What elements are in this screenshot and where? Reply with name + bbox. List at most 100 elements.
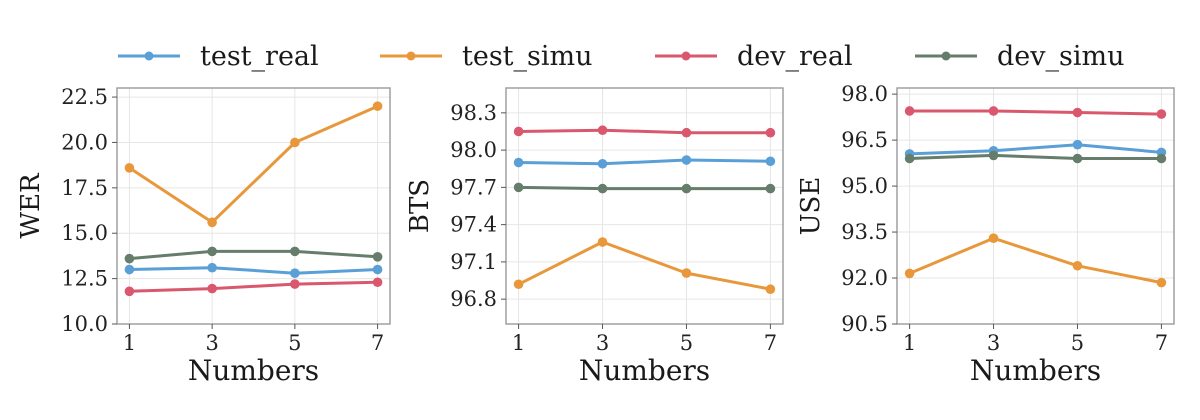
- data-point: [513, 182, 524, 193]
- data-point: [681, 127, 692, 138]
- series-test-real: [124, 262, 383, 278]
- legend-label: dev_real: [737, 41, 853, 72]
- data-point: [207, 262, 217, 273]
- legend-marker: [406, 51, 416, 61]
- series-test-simu: [904, 233, 1167, 288]
- legend: test_real test_simu dev_real dev_simu: [118, 41, 1125, 72]
- y-tick-label: 95.0: [841, 174, 888, 198]
- x-axis-label: Numbers: [579, 354, 710, 387]
- series-line: [517, 240, 771, 291]
- data-point: [765, 127, 776, 138]
- chart-panels: 10.0 12.5 15.0 17.5 20.0 22.5 1 3 5 7 Numbers WER 96…: [16, 82, 1175, 387]
- data-point: [597, 158, 608, 169]
- series-dev-real: [513, 125, 776, 138]
- data-point: [765, 284, 776, 295]
- series-line: [909, 153, 1162, 160]
- data-point: [207, 217, 217, 228]
- x-tick-label: 5: [1071, 331, 1084, 355]
- data-point: [597, 237, 608, 247]
- data-point: [290, 279, 300, 289]
- data-point: [904, 268, 915, 279]
- series-line: [909, 236, 1162, 285]
- legend-entry-dev-simu: dev_simu: [915, 41, 1125, 72]
- data-point: [1156, 153, 1167, 164]
- data-point: [597, 125, 608, 136]
- data-point: [597, 183, 608, 194]
- x-tick-label: 3: [205, 331, 218, 355]
- data-point: [988, 233, 999, 243]
- series-line: [129, 266, 378, 275]
- y-tick-label: 90.5: [841, 312, 888, 336]
- x-tick-label: 5: [680, 331, 693, 355]
- data-point: [988, 150, 999, 161]
- y-tick-label: 96.5: [841, 128, 888, 152]
- data-point: [904, 106, 915, 116]
- data-point: [207, 246, 217, 257]
- plot-frame: [116, 87, 391, 325]
- data-point: [1072, 153, 1083, 164]
- legend-marker: [144, 51, 154, 61]
- series-test-simu: [124, 101, 383, 228]
- data-point: [988, 106, 999, 116]
- y-tick-label: 98.0: [841, 82, 888, 106]
- y-tick-label: 22.5: [61, 85, 108, 109]
- y-axis-label: BTS: [405, 179, 435, 233]
- series-line: [909, 109, 1162, 116]
- y-tick-label: 10.0: [61, 312, 108, 336]
- y-tick-label: 93.5: [841, 220, 888, 244]
- data-point: [124, 264, 135, 275]
- data-point: [290, 137, 300, 148]
- data-point: [681, 268, 692, 278]
- legend-label: test_real: [200, 41, 319, 72]
- data-point: [765, 183, 776, 194]
- y-axis-label: USE: [796, 177, 826, 236]
- y-tick-label: 97.1: [450, 250, 497, 274]
- y-tick-label: 98.3: [450, 101, 497, 125]
- data-point: [124, 286, 135, 297]
- data-point: [1156, 277, 1167, 288]
- data-point: [681, 155, 692, 165]
- data-point: [124, 163, 135, 173]
- y-tick-label: 12.5: [61, 267, 108, 291]
- series-line: [128, 104, 379, 224]
- legend-entry-test-simu: test_simu: [380, 41, 593, 72]
- y-tick-label: 98.0: [450, 138, 497, 162]
- plot-frame: [505, 87, 784, 325]
- data-point: [372, 277, 383, 288]
- data-point: [681, 183, 692, 194]
- data-point: [765, 156, 776, 167]
- series-line: [518, 185, 771, 191]
- series-test-simu: [513, 237, 776, 295]
- series-line: [909, 143, 1162, 156]
- legend-entry-test-real: test_real: [118, 41, 319, 72]
- series-dev-simu: [513, 182, 776, 194]
- legend-marker: [941, 51, 951, 61]
- data-point: [513, 126, 524, 137]
- data-point: [1072, 139, 1083, 150]
- x-tick-label: 7: [764, 331, 777, 355]
- chart-use: 90.5 92.0 93.5 95.0 96.5 98.0 1 3 5 7 Numbers USE: [796, 82, 1175, 387]
- series-line: [129, 249, 378, 261]
- data-point: [372, 101, 383, 111]
- x-tick-label: 3: [596, 331, 609, 355]
- series-line: [518, 128, 771, 135]
- y-tick-label: 97.7: [450, 175, 497, 199]
- y-tick-label: 15.0: [61, 221, 108, 245]
- y-tick-label: 17.5: [61, 176, 108, 200]
- y-axis-label: WER: [16, 172, 46, 239]
- data-point: [290, 268, 300, 278]
- series-dev-simu: [904, 150, 1167, 164]
- y-tick-label: 96.8: [450, 287, 497, 311]
- x-tick-label: 7: [1155, 331, 1168, 355]
- series-line: [129, 280, 378, 293]
- x-tick-label: 1: [512, 331, 525, 355]
- y-tick-label: 97.4: [450, 213, 497, 237]
- data-point: [1072, 107, 1083, 118]
- y-tick-label: 92.0: [841, 266, 888, 290]
- chart-bts: 96.8 97.1 97.4 97.7 98.0 98.3 1 3 5 7 Numbers BTS: [405, 87, 784, 387]
- plot-frame: [896, 87, 1175, 325]
- x-tick-label: 3: [987, 331, 1000, 355]
- grid: [506, 88, 783, 324]
- x-tick-label: 1: [123, 331, 136, 355]
